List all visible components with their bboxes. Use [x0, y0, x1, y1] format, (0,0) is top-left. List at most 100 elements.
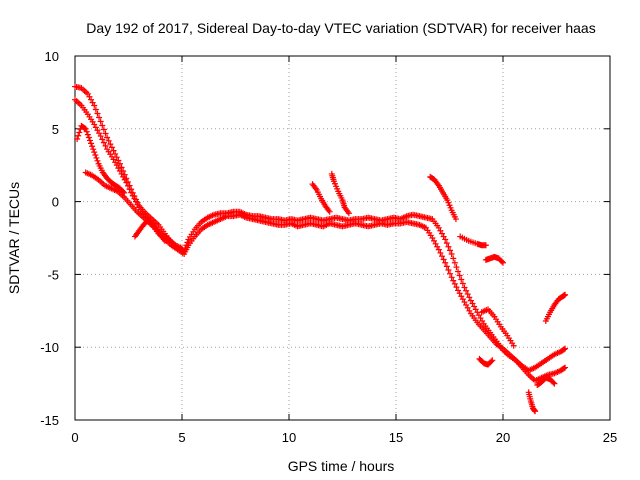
data-point	[482, 242, 489, 249]
axis-ticks: 0 5 10 15 20 25 -15 -10 -5 0 5 10	[40, 49, 617, 445]
data-point	[99, 136, 106, 143]
data-point	[85, 134, 92, 141]
series-track-2	[72, 96, 569, 384]
y-tick-label: -10	[40, 340, 59, 355]
data-point	[100, 139, 107, 146]
y-tick-label: 10	[45, 49, 59, 64]
data-point	[562, 345, 569, 352]
x-tick-label: 10	[282, 430, 296, 445]
data-point	[88, 140, 95, 147]
x-tick-label: 25	[603, 430, 617, 445]
data-point	[445, 267, 452, 274]
grid-lines	[75, 56, 610, 420]
data-point	[461, 284, 468, 291]
data-point	[94, 110, 101, 117]
data-point	[74, 135, 81, 142]
data-point	[550, 379, 557, 386]
data-point	[91, 102, 98, 109]
data-point	[447, 247, 454, 254]
series-track-4	[74, 122, 128, 196]
data-point	[107, 141, 114, 148]
data-point	[488, 358, 495, 365]
data-point	[443, 263, 450, 270]
data-point	[97, 133, 104, 140]
data-point	[345, 210, 352, 217]
data-point	[89, 143, 96, 150]
y-tick-label: 0	[52, 195, 59, 210]
y-axis-label: SDTVAR / TECUs	[6, 182, 22, 294]
data-point	[82, 125, 89, 132]
data-point	[91, 149, 98, 156]
data-point	[128, 189, 135, 196]
data-point	[123, 179, 130, 186]
data-point	[562, 291, 569, 298]
data-point	[100, 126, 107, 133]
data-point	[102, 142, 109, 149]
data-point	[466, 294, 473, 301]
plot-frame	[74, 55, 611, 421]
series-excursion-k	[534, 374, 558, 389]
data-point	[110, 147, 117, 154]
data-point	[161, 237, 168, 244]
series-excursion-i	[525, 389, 539, 415]
data-point	[453, 264, 460, 271]
series-excursion-f	[482, 253, 506, 266]
data-point	[84, 131, 91, 138]
series-excursion-a	[131, 217, 168, 244]
data-point	[560, 365, 567, 372]
data-point	[97, 118, 104, 125]
data-point	[442, 259, 449, 266]
data-point	[451, 280, 458, 287]
data-point	[458, 276, 465, 283]
data-point	[435, 246, 442, 253]
data-point	[81, 125, 88, 132]
x-axis-label: GPS time / hours	[288, 458, 395, 474]
data-point	[121, 189, 128, 196]
data-point	[179, 245, 185, 252]
data-point	[184, 239, 191, 246]
x-tick-label: 0	[71, 430, 78, 445]
data-point	[489, 357, 496, 364]
data-point	[326, 208, 333, 215]
data-point	[448, 274, 455, 281]
data-point	[498, 258, 505, 265]
data-point	[105, 137, 112, 144]
data-point	[92, 106, 99, 113]
data-point	[450, 255, 457, 262]
data-point	[86, 137, 93, 144]
series-excursion-j	[542, 291, 569, 324]
data-point	[532, 408, 539, 415]
data-point	[115, 157, 122, 164]
data-point	[96, 114, 103, 121]
data-point	[126, 186, 133, 193]
data-point	[124, 182, 131, 189]
x-tick-label: 20	[496, 430, 510, 445]
data-point	[102, 130, 109, 137]
data-point	[99, 122, 106, 129]
series-excursion-g	[478, 306, 517, 349]
data-point	[459, 280, 466, 287]
data-point	[551, 380, 558, 387]
chart-title: Day 192 of 2017, Sidereal Day-to-day VTE…	[86, 20, 595, 36]
data-point	[451, 259, 458, 266]
data-point	[447, 270, 454, 277]
y-tick-label: -15	[40, 413, 59, 428]
data-point	[104, 134, 111, 141]
data-point	[440, 256, 447, 263]
data-point	[443, 240, 450, 247]
data-point	[83, 128, 90, 135]
data-point	[94, 157, 101, 164]
data-point	[439, 253, 446, 260]
data-point	[500, 259, 506, 266]
data-point	[75, 132, 82, 139]
x-tick-label: 15	[389, 430, 403, 445]
data-point	[120, 188, 127, 195]
data-point	[118, 164, 125, 171]
data-point	[463, 287, 470, 294]
data-point	[560, 346, 567, 353]
series-excursion-d	[427, 173, 459, 223]
y-tick-label: 5	[52, 122, 59, 137]
data-point	[510, 342, 517, 349]
